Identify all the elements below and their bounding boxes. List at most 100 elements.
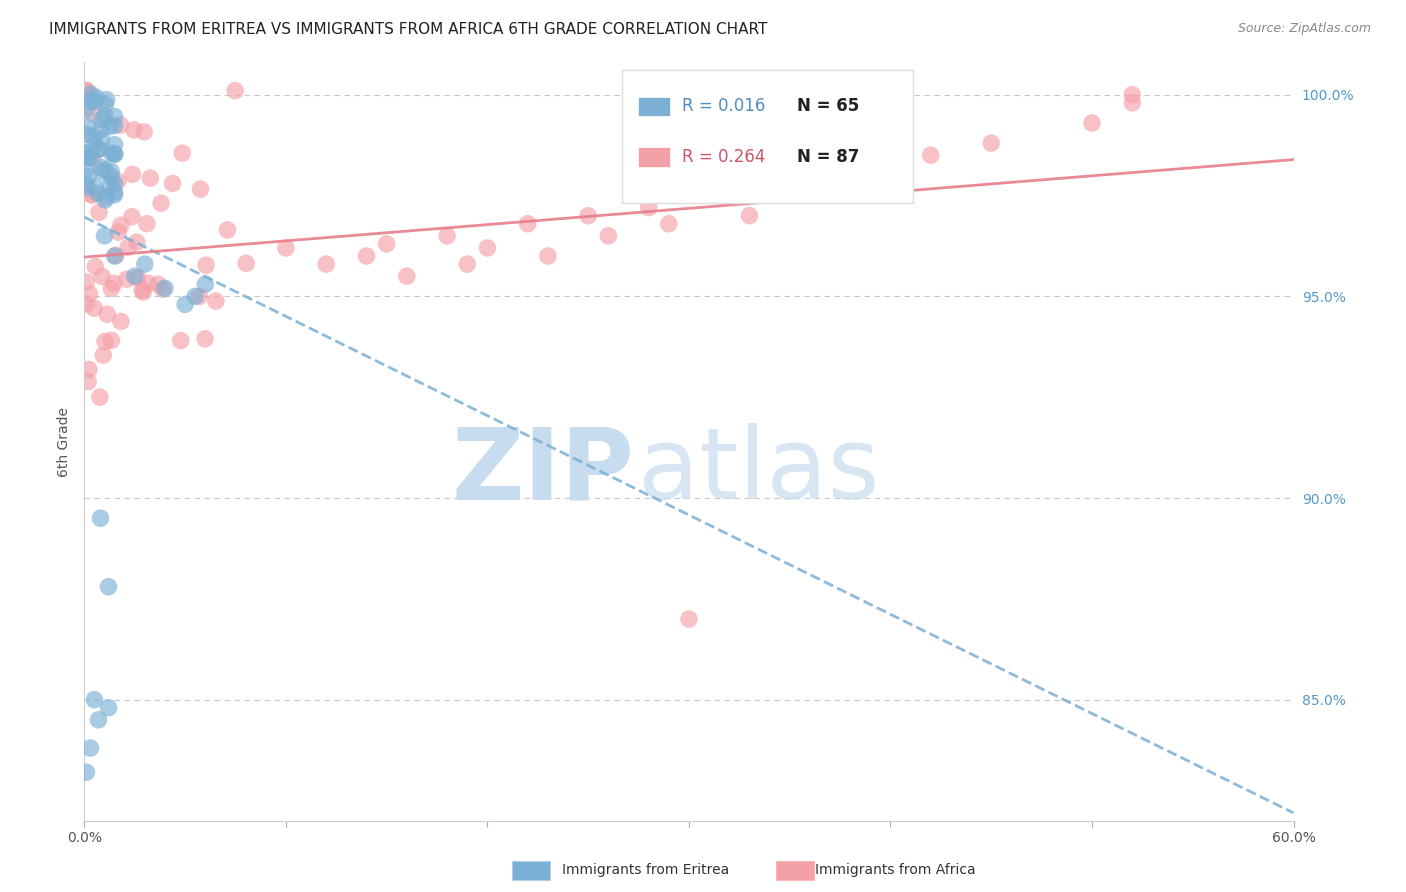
Point (93, 109, 115, 123)
Point (224, 84, 246, 98)
Point (77, 375, 100, 389)
Point (97, 580, 120, 594)
Point (100, 333, 122, 347)
Point (104, 248, 127, 262)
Point (83, 129, 105, 144)
Point (122, 123, 145, 137)
Point (104, 147, 127, 161)
Point (84, 260, 107, 274)
Point (104, 177, 127, 191)
Point (87, 142, 110, 156)
Point (146, 277, 169, 292)
Point (124, 269, 146, 284)
Point (107, 225, 129, 239)
Point (637, 201, 659, 215)
Point (194, 277, 217, 292)
Point (83, 301, 105, 316)
Point (80, 87, 103, 101)
Point (77, 362, 100, 376)
Point (375, 236, 398, 251)
Point (79, 741, 101, 756)
Point (131, 283, 153, 297)
Point (125, 235, 148, 249)
Point (104, 187, 127, 202)
Point (75, 84, 97, 98)
Point (100, 169, 122, 184)
Point (90, 161, 112, 175)
Point (77, 120, 100, 134)
Point (121, 210, 143, 224)
Point (96, 307, 118, 321)
Point (598, 228, 620, 243)
Point (75, 765, 97, 780)
Point (195, 258, 218, 272)
Text: atlas: atlas (638, 424, 880, 520)
Point (79, 95, 101, 109)
Point (104, 119, 127, 133)
Point (153, 281, 176, 295)
Point (356, 249, 378, 263)
Point (104, 137, 127, 152)
Point (576, 209, 599, 223)
Point (174, 297, 197, 311)
Point (91, 165, 114, 179)
Point (75, 275, 97, 289)
Point (135, 217, 157, 231)
Point (172, 146, 194, 161)
Point (920, 148, 942, 162)
Point (90, 112, 112, 127)
Point (104, 110, 127, 124)
Text: N = 65: N = 65 (797, 97, 859, 115)
Point (162, 177, 184, 191)
Point (456, 257, 478, 271)
Point (75, 177, 97, 191)
Point (79, 186, 101, 201)
Point (477, 241, 499, 255)
Text: Immigrants from Africa: Immigrants from Africa (815, 863, 976, 877)
Text: ZIP: ZIP (451, 424, 634, 520)
Point (136, 277, 159, 291)
Point (84, 180, 107, 194)
Point (87, 186, 110, 201)
Point (194, 332, 217, 346)
Point (100, 281, 122, 295)
Point (75, 128, 97, 142)
Point (94, 193, 117, 207)
Point (104, 146, 127, 161)
Point (104, 185, 127, 199)
Point (678, 612, 700, 626)
Point (190, 182, 212, 196)
Point (87, 142, 110, 156)
Point (110, 314, 132, 328)
Point (98, 178, 121, 192)
Text: R = 0.264: R = 0.264 (682, 148, 765, 166)
Point (395, 269, 418, 284)
Point (121, 167, 143, 181)
FancyBboxPatch shape (638, 147, 669, 167)
Point (75, 146, 97, 161)
Point (274, 241, 297, 255)
Point (94, 162, 117, 177)
Point (75, 180, 97, 194)
Point (103, 277, 125, 291)
Point (152, 282, 174, 296)
Point (839, 169, 862, 183)
Point (91, 269, 114, 284)
Point (79, 287, 101, 301)
Point (76, 84, 98, 98)
Point (110, 118, 132, 132)
Point (83, 136, 105, 151)
Point (134, 257, 156, 271)
Point (184, 289, 207, 303)
Point (738, 209, 761, 223)
Point (84, 95, 107, 109)
Point (1081, 116, 1104, 130)
Point (93, 228, 115, 243)
Point (75, 161, 97, 176)
Point (86, 90, 108, 104)
Point (139, 171, 162, 186)
Point (89, 390, 111, 404)
Point (100, 164, 122, 178)
Point (98, 120, 121, 134)
Point (75, 297, 97, 311)
